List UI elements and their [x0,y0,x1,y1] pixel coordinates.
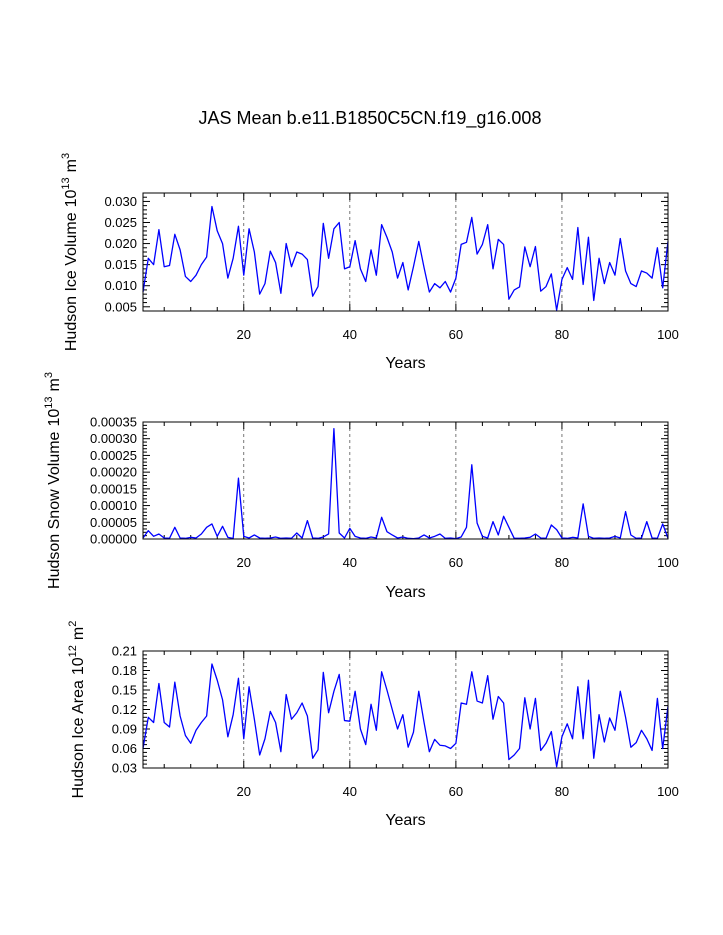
panels: 0.005 0.010 0.015 0.020 0.025 0.030 20 40 60 80 10… [43,153,679,829]
chart-title: JAS Mean b.e11.B1850C5CN.f19_g16.008 [199,108,542,129]
x-axis-title: Years [385,812,425,829]
y-tick-label: 0.00030 [90,431,137,446]
y-tick-label: 0.00015 [90,481,137,496]
x-tick-label: 60 [449,327,463,342]
x-tick-label: 60 [449,555,463,570]
y-axis-title-part: 13 [43,396,55,408]
y-axis-title-part: 10 [63,189,80,207]
plot-frame [142,421,669,540]
y-axis-title-part: 10 [70,657,87,675]
x-tick-label: 60 [449,784,463,799]
x-tick-label: 100 [657,555,679,570]
x-tick-label: 80 [555,555,569,570]
y-axis-title-part: Hudson Ice Area [70,680,87,798]
y-tick-label: 0.00025 [90,448,137,463]
y-tick-label: 0.21 [112,644,137,659]
data-series-line [142,205,669,311]
y-tick-label: 0.00005 [90,515,137,530]
y-tick-label: 0.030 [104,194,137,209]
y-tick-label: 0.06 [112,741,137,756]
y-axis-title-part: 3 [60,153,72,159]
y-tick-label: 0.12 [112,702,137,717]
y-tick-label: 0.15 [112,683,137,698]
y-tick-label: 0.00035 [90,415,137,430]
y-tick-label: 0.015 [104,257,137,272]
y-axis-title-part: m [70,627,87,640]
x-tick-label: 80 [555,327,569,342]
x-tick-label: 20 [237,327,251,342]
y-tick-label: 0.005 [104,299,137,314]
y-axis-title-part: m [63,159,80,172]
plot-frame [142,650,669,769]
x-tick-label: 20 [237,784,251,799]
y-axis-title-part: m [46,378,63,391]
y-axis-title-part: 2 [67,621,79,627]
y-tick-label: 0.09 [112,722,137,737]
x-tick-label: 20 [237,555,251,570]
y-tick-label: 0.03 [112,761,137,776]
y-axis-title: Hudson Ice Volume1013m3​ [60,153,80,351]
data-series-line [142,663,669,768]
x-tick-label: 100 [657,327,679,342]
y-axis-title: Hudson Ice Area1012m2​ [67,621,87,799]
x-tick-label: 40 [343,555,357,570]
y-tick-label: 0.18 [112,663,137,678]
y-tick-label: 0.025 [104,215,137,230]
y-tick-label: 0.00020 [90,465,137,480]
data-series-line [142,428,669,540]
y-tick-label: 0.010 [104,278,137,293]
x-tick-label: 40 [343,784,357,799]
x-tick-label: 40 [343,327,357,342]
y-axis-title-part: 3 [43,372,55,378]
chart-panel-3: 0.03 0.06 0.09 0.12 0.15 0.18 0.21 20 40 60 80 100 Y… [67,621,679,829]
x-tick-label: 100 [657,784,679,799]
y-axis-title-part: 13 [60,177,72,189]
y-tick-label: 0.00000 [90,532,137,547]
x-tick-label: 80 [555,784,569,799]
y-axis-title-part: 10 [46,409,63,427]
y-tick-label: 0.020 [104,236,137,251]
y-axis-title: Hudson Snow Volume1013m3​ [43,372,63,589]
y-axis-title-part: 12 [67,645,79,657]
chart-panel-1: 0.005 0.010 0.015 0.020 0.025 0.030 20 40 60 80 10… [60,153,679,372]
y-axis-title-part: Hudson Ice Volume [63,212,80,351]
y-tick-label: 0.00010 [90,498,137,513]
x-axis-title: Years [385,355,425,372]
x-axis-title: Years [385,584,425,601]
y-axis-title-part: Hudson Snow Volume [46,431,63,589]
plot-frame [142,192,669,312]
